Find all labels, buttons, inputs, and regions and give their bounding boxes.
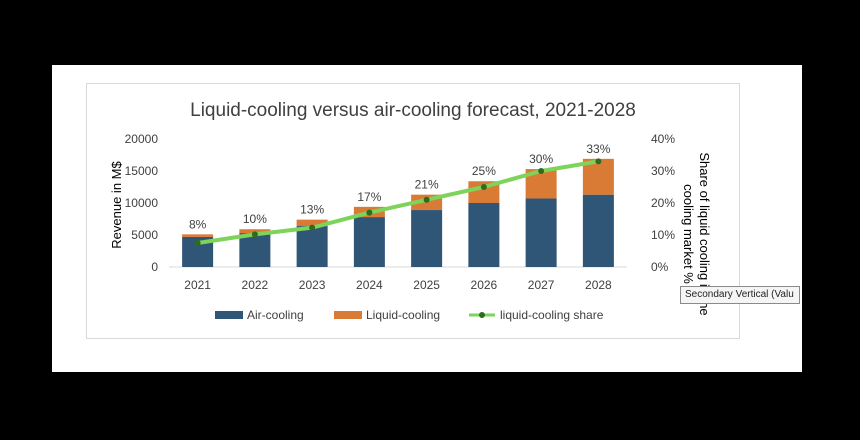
data-label-share: 25% <box>472 164 496 178</box>
share-point <box>595 158 602 165</box>
share-point <box>538 168 545 174</box>
chart-title: Liquid-cooling versus air-cooling foreca… <box>190 100 636 121</box>
x-tick-label: 2028 <box>585 278 612 292</box>
bar-air-cooling <box>296 226 328 267</box>
bar-air-cooling <box>582 194 614 267</box>
x-tick-label: 2024 <box>356 278 383 292</box>
bar-air-cooling <box>239 233 271 267</box>
x-tick-label: 2022 <box>242 278 269 292</box>
x-tick-label: 2021 <box>184 278 211 292</box>
y-tick-label: 15000 <box>125 164 159 178</box>
share-point <box>366 209 373 216</box>
y-axis-title: Revenue in M$ <box>109 161 124 249</box>
y2-tick-label: 0% <box>651 260 669 274</box>
share-point <box>480 184 487 190</box>
data-label-share: 21% <box>415 178 439 192</box>
legend-label-air: Air-cooling <box>247 308 304 322</box>
bar-air-cooling <box>468 203 500 267</box>
data-label-share: 17% <box>357 190 381 204</box>
chart-area[interactable]: Liquid-cooling versus air-cooling foreca… <box>86 83 740 339</box>
share-point <box>251 231 258 238</box>
y-axis-title-group: Revenue in M$ <box>109 161 124 249</box>
legend-swatch-air <box>215 311 243 319</box>
legend-swatch-liquid <box>334 311 362 319</box>
data-label-share: 10% <box>243 212 267 226</box>
x-tick-label: 2026 <box>471 278 498 292</box>
legend-label-share: liquid-cooling share <box>500 308 604 322</box>
bar-air-cooling <box>353 217 385 267</box>
x-tick-label: 2023 <box>299 278 326 292</box>
data-label-share: 33% <box>586 142 610 156</box>
legend[interactable]: Air-cooling Liquid-cooling liquid-coolin… <box>215 308 604 322</box>
x-tick-label: 2027 <box>528 278 555 292</box>
y-tick-label: 0 <box>151 260 158 274</box>
share-point <box>423 196 430 203</box>
y2-tick-label: 40% <box>651 132 675 146</box>
data-label-share: 13% <box>300 203 324 217</box>
chart-svg: Liquid-cooling versus air-cooling foreca… <box>109 100 712 322</box>
y2-tick-label: 20% <box>651 196 675 210</box>
plot-area: 0 5000 10000 15000 20000 0% 10% 20% 30% 40% 2021 8%… <box>125 132 676 292</box>
share-point <box>309 224 316 231</box>
share-point <box>194 240 201 246</box>
data-label-share: 30% <box>529 152 553 166</box>
data-label-share: 8% <box>189 217 207 231</box>
legend-label-liquid: Liquid-cooling <box>366 308 440 322</box>
y-tick-label: 20000 <box>125 132 159 146</box>
share-line <box>195 159 601 245</box>
bar-liquid-cooling <box>239 229 271 234</box>
bar-air-cooling <box>411 210 443 267</box>
bar-liquid-cooling <box>296 219 328 227</box>
y2-tick-label: 10% <box>651 228 675 242</box>
y-tick-label: 5000 <box>131 228 158 242</box>
x-tick-label: 2025 <box>413 278 440 292</box>
legend-marker-share <box>479 312 485 318</box>
axis-tooltip: Secondary Vertical (Valu <box>680 286 800 304</box>
y2-axis-title-line2: cooling market % <box>681 184 696 284</box>
y2-tick-label: 30% <box>651 164 675 178</box>
y2-axis-title-line1: Share of liquid cooling in the <box>697 152 712 315</box>
bar-liquid-cooling <box>182 234 214 237</box>
bar-air-cooling <box>525 198 557 267</box>
y2-axis-title-group: Share of liquid cooling in the cooling m… <box>681 152 712 315</box>
y-tick-label: 10000 <box>125 196 159 210</box>
